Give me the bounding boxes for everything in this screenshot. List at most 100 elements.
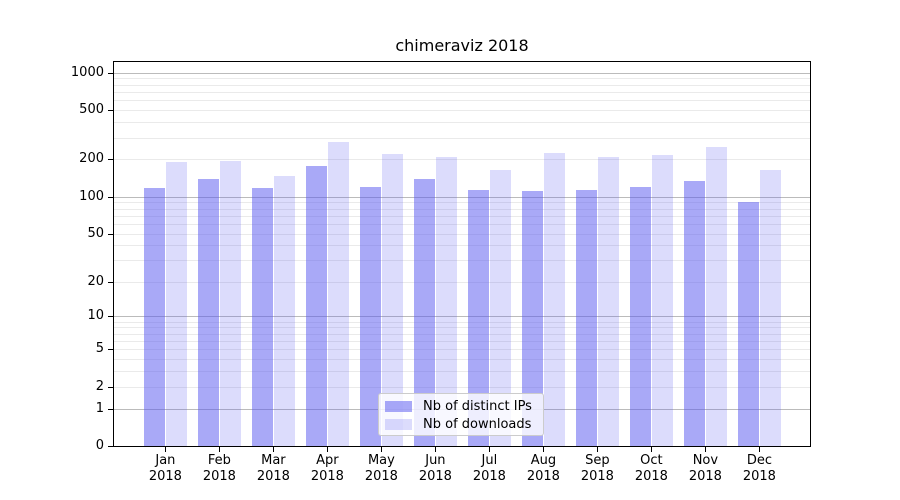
- gridline-minor-400: [114, 122, 810, 124]
- y-tick-mark-2: [108, 386, 113, 388]
- bar-downloads-dec-2018: [760, 170, 782, 446]
- gridline-minor-2: [114, 386, 810, 388]
- bar-distinct-ips-aug-2018: [521, 191, 543, 446]
- x-tick-label-oct-2018: Oct 2018: [634, 453, 668, 484]
- bar-distinct-ips-dec-2018: [737, 201, 759, 446]
- bar-downloads-mar-2018: [274, 176, 296, 446]
- bar-downloads-jun-2018: [436, 156, 458, 446]
- bar-distinct-ips-feb-2018: [197, 179, 219, 446]
- gridline-minor-20: [114, 281, 810, 283]
- y-tick-label-10: 10: [87, 308, 104, 324]
- bar-downloads-jul-2018: [490, 170, 512, 446]
- x-tick-mark-feb: [219, 447, 221, 452]
- y-tick-mark-1000: [108, 72, 113, 74]
- gridline-minor-600: [114, 100, 810, 102]
- gridline-minor-9: [114, 321, 810, 323]
- x-tick-mark-aug: [543, 447, 545, 452]
- gridline-minor-70: [114, 215, 810, 217]
- bar-distinct-ips-nov-2018: [683, 180, 705, 446]
- gridline-minor-800: [114, 84, 810, 86]
- gridline-minor-3: [114, 371, 810, 373]
- bar-downloads-jan-2018: [166, 161, 188, 446]
- y-tick-mark-0: [108, 446, 113, 447]
- legend: Nb of distinct IPs Nb of downloads: [378, 393, 544, 436]
- bar-distinct-ips-jan-2018: [143, 188, 165, 446]
- x-tick-label-jun-2018: Jun 2018: [418, 453, 452, 484]
- y-tick-mark-200: [108, 159, 113, 161]
- y-tick-label-500: 500: [79, 102, 104, 118]
- gridline-minor-60: [114, 223, 810, 225]
- x-tick-mark-dec: [759, 447, 761, 452]
- bar-distinct-ips-oct-2018: [629, 187, 651, 446]
- gridline-minor-300: [114, 137, 810, 139]
- plot-area: [114, 62, 810, 446]
- legend-item-downloads: Nb of downloads: [385, 416, 535, 433]
- bar-downloads-apr-2018: [328, 142, 350, 446]
- x-tick-label-feb-2018: Feb 2018: [202, 453, 236, 484]
- x-tick-label-apr-2018: Apr 2018: [310, 453, 344, 484]
- x-tick-mark-jan: [165, 447, 167, 452]
- bar-downloads-may-2018: [382, 153, 404, 446]
- bar-downloads-oct-2018: [652, 154, 674, 446]
- x-tick-mark-jul: [489, 447, 491, 452]
- x-tick-label-jan-2018: Jan 2018: [148, 453, 182, 484]
- bar-distinct-ips-sep-2018: [575, 190, 597, 446]
- x-tick-label-nov-2018: Nov 2018: [688, 453, 722, 484]
- top-spine: [113, 61, 811, 62]
- legend-swatch-downloads: [385, 419, 412, 430]
- x-tick-label-dec-2018: Dec 2018: [742, 453, 776, 484]
- bar-downloads-sep-2018: [598, 157, 620, 446]
- x-tick-mark-mar: [273, 447, 275, 452]
- x-tick-label-jul-2018: Jul 2018: [472, 453, 506, 484]
- y-tick-mark-100: [108, 196, 113, 198]
- x-tick-mark-apr: [327, 447, 329, 452]
- y-tick-label-50: 50: [87, 225, 104, 241]
- y-tick-label-100: 100: [79, 188, 104, 204]
- y-tick-mark-20: [108, 281, 113, 283]
- bar-distinct-ips-apr-2018: [305, 166, 327, 446]
- gridline-minor-50: [114, 233, 810, 235]
- chart-title: chimeraviz 2018: [395, 36, 529, 55]
- gridline-minor-30: [114, 260, 810, 262]
- bar-distinct-ips-may-2018: [359, 187, 381, 446]
- y-tick-label-200: 200: [79, 151, 104, 167]
- y-tick-label-5: 5: [95, 341, 104, 357]
- gridline-major-1000: [114, 72, 810, 74]
- y-tick-label-0: 0: [95, 438, 104, 453]
- x-tick-mark-sep: [597, 447, 599, 452]
- x-tick-label-mar-2018: Mar 2018: [256, 453, 290, 484]
- gridline-minor-200: [114, 159, 810, 161]
- gridline-minor-700: [114, 91, 810, 93]
- bottom-spine: [113, 446, 811, 447]
- gridline-minor-40: [114, 245, 810, 247]
- y-tick-mark-500: [108, 110, 113, 112]
- gridline-minor-5: [114, 349, 810, 351]
- x-tick-label-aug-2018: Aug 2018: [526, 453, 560, 484]
- bar-downloads-aug-2018: [544, 153, 566, 446]
- legend-label-downloads: Nb of downloads: [423, 417, 532, 432]
- bar-distinct-ips-jun-2018: [413, 179, 435, 446]
- legend-item-distinct-ips: Nb of distinct IPs: [385, 398, 535, 415]
- bar-distinct-ips-jul-2018: [467, 190, 489, 446]
- y-tick-mark-50: [108, 233, 113, 235]
- x-tick-mark-oct: [651, 447, 653, 452]
- bar-downloads-feb-2018: [220, 160, 242, 446]
- y-tick-label-1: 1: [95, 400, 104, 416]
- gridline-minor-80: [114, 208, 810, 210]
- gridline-minor-6: [114, 340, 810, 342]
- gridline-minor-8: [114, 327, 810, 329]
- x-tick-mark-jun: [435, 447, 437, 452]
- right-spine: [810, 61, 811, 447]
- gridline-major-10: [114, 316, 810, 318]
- gridline-minor-500: [114, 110, 810, 112]
- gridline-minor-90: [114, 202, 810, 204]
- left-spine: [113, 61, 114, 447]
- bar-distinct-ips-mar-2018: [251, 188, 273, 446]
- gridline-minor-7: [114, 333, 810, 335]
- y-tick-mark-1: [108, 408, 113, 410]
- x-tick-mark-may: [381, 447, 383, 452]
- y-tick-mark-5: [108, 349, 113, 351]
- x-tick-mark-nov: [705, 447, 707, 452]
- y-tick-label-2: 2: [95, 378, 104, 394]
